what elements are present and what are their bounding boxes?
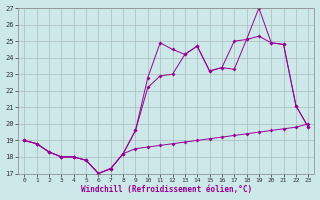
X-axis label: Windchill (Refroidissement éolien,°C): Windchill (Refroidissement éolien,°C) bbox=[81, 185, 252, 194]
